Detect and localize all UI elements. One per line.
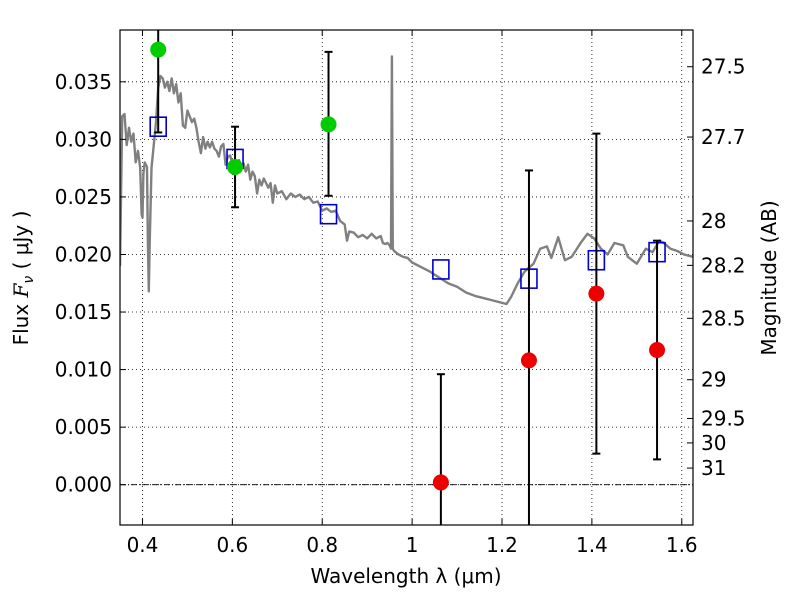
observed-flux-point: [320, 116, 337, 133]
mag-tick-label: 29.5: [701, 406, 746, 430]
mag-tick-label: 27.5: [701, 55, 746, 79]
y-label-symbol: F: [9, 282, 33, 298]
x-tick-label: 0.4: [127, 533, 159, 557]
mag-tick-label: 29: [701, 368, 726, 392]
mag-tick-label: 28: [701, 209, 726, 233]
y-tick-label: 0.000: [55, 473, 112, 497]
y-label-prefix: Flux: [9, 297, 33, 345]
x-tick-label: 0.8: [306, 533, 338, 557]
y-tick-label: 0.030: [55, 127, 112, 151]
y-tick-label: 0.020: [55, 242, 112, 266]
x-tick-label: 0.6: [216, 533, 248, 557]
x-tick-label: 1.2: [486, 533, 518, 557]
x-tick-label: 1: [406, 533, 419, 557]
y-tick-label: 0.015: [55, 300, 112, 324]
mag-tick-label: 27.7: [701, 125, 746, 149]
observed-flux-point: [227, 158, 244, 175]
y-tick-label: 0.005: [55, 415, 112, 439]
axis-ticks: 0.4 0.6 0.8 1 1.2 1.4 1.6 0.000 0.005 0.010 0.015 0…: [55, 30, 746, 557]
plot-frame: [119, 29, 694, 526]
observed-flux-point: [432, 474, 449, 491]
x-axis-label: Wavelength λ (μm): [310, 564, 501, 588]
y-label-subscript: ν: [21, 276, 37, 284]
mag-tick-label: 31: [701, 456, 726, 480]
y-tick-label: 0.010: [55, 358, 112, 382]
observed-flux-point: [150, 41, 167, 58]
model-band-flux-square: [432, 259, 450, 280]
observed-flux-point: [649, 342, 666, 359]
y-label-unit: ( μJy ): [9, 211, 33, 276]
y-tick-label: 0.035: [55, 70, 112, 94]
y-axis-label-right: Magnitude (AB): [757, 200, 781, 355]
plot-area: [120, 30, 693, 525]
mag-tick-label: 30: [701, 431, 726, 455]
grid-lines: [120, 30, 693, 525]
y-axis-label-left: Flux Fν ( μJy ): [9, 211, 37, 346]
x-tick-label: 1.4: [576, 533, 608, 557]
model-band-flux-square: [319, 203, 338, 225]
y-tick-label: 0.025: [55, 185, 112, 209]
model-sed-line: [120, 55, 693, 306]
x-tick-label: 1.6: [666, 533, 698, 557]
observed-flux-point: [520, 352, 537, 369]
mag-tick-label: 28.2: [701, 253, 746, 277]
mag-tick-label: 28.5: [701, 306, 746, 330]
observed-flux-point: [588, 285, 605, 302]
